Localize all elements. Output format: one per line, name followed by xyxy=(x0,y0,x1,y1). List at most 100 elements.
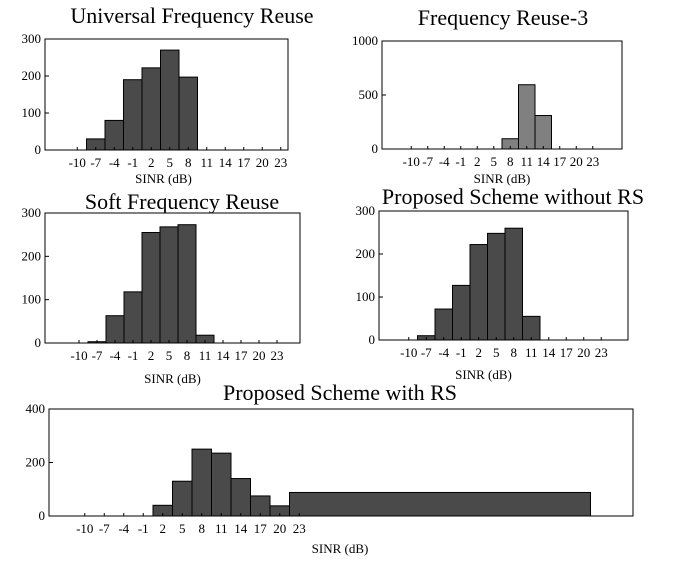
chart-3-bar--4 xyxy=(105,315,125,344)
chart-2-xtick-label: -1 xyxy=(455,154,466,169)
chart-4-bar-11 xyxy=(522,315,541,341)
chart-1-xtick-label: -7 xyxy=(90,155,101,170)
chart-4-ytick-label: 300 xyxy=(356,203,376,218)
chart-3-xtick-label: 20 xyxy=(253,348,266,363)
chart-3-xtick-label: 11 xyxy=(199,348,212,363)
chart-3-xtick-label: 17 xyxy=(235,348,249,363)
chart-1-xtick-label: 14 xyxy=(219,155,233,170)
chart-5-bar-14 xyxy=(230,478,251,517)
chart-2-ytick-label: 500 xyxy=(359,87,379,102)
chart-4-xlabel: SINR (dB) xyxy=(455,367,512,382)
chart-4-xtick-label: 23 xyxy=(595,345,608,360)
chart-3-xlabel: SINR (dB) xyxy=(144,371,201,386)
chart-2-xtick-label: 5 xyxy=(491,154,498,169)
chart-3-bar-8 xyxy=(177,224,197,344)
chart-4-xtick-label: 2 xyxy=(476,345,483,360)
chart-4-bar--4 xyxy=(434,308,453,341)
chart-4-xtick-label: 11 xyxy=(525,345,538,360)
chart-5-title: Proposed Scheme with RS xyxy=(223,380,457,405)
chart-4-bar-8 xyxy=(504,227,523,341)
chart-1-xtick-label: 11 xyxy=(200,155,213,170)
chart-2-title: Frequency Reuse-3 xyxy=(418,5,588,30)
chart-4-bar-5 xyxy=(487,232,506,341)
chart-3-xtick-label: -7 xyxy=(92,348,103,363)
chart-5-xtick-label: -7 xyxy=(99,521,110,536)
chart-4-xtick-label: 14 xyxy=(542,345,556,360)
chart-4-xtick-label: -7 xyxy=(421,345,432,360)
chart-5-bar-5 xyxy=(172,480,193,517)
chart-3-xtick-label: 8 xyxy=(184,348,191,363)
chart-3-ytick-label: 200 xyxy=(22,248,42,263)
chart-1-ytick-label: 300 xyxy=(22,31,42,46)
chart-1-ytick-label: 100 xyxy=(22,105,42,120)
chart-1-xtick-label: 17 xyxy=(237,155,251,170)
chart-5-ytick-label: 200 xyxy=(26,455,46,470)
chart-2-bar-11 xyxy=(518,84,536,150)
chart-5-bar-11 xyxy=(211,452,232,517)
chart-5-bar-8 xyxy=(191,448,212,517)
chart-5-xtick-label: 11 xyxy=(215,521,228,536)
chart-2-xtick-label: 17 xyxy=(553,154,567,169)
chart-3-ytick-label: 100 xyxy=(22,292,42,307)
chart-2-xtick-label: -4 xyxy=(439,154,450,169)
chart-1-xlabel: SINR (dB) xyxy=(135,171,192,186)
chart-5-bar-23 xyxy=(289,491,591,517)
chart-2-xlabel: SINR (dB) xyxy=(474,171,531,186)
chart-4-xtick-label: 17 xyxy=(560,345,574,360)
chart-2-xtick-label: 14 xyxy=(537,154,551,169)
chart-2-xtick-label: 11 xyxy=(520,154,533,169)
chart-5-xtick-label: 5 xyxy=(179,521,186,536)
chart-1-xtick-label: 20 xyxy=(256,155,269,170)
chart-4-xtick-label: -10 xyxy=(400,345,417,360)
chart-3-xtick-label: -4 xyxy=(110,348,121,363)
chart-1-frame xyxy=(44,38,289,151)
chart-3-bar--1 xyxy=(123,291,143,344)
chart-5-xtick-label: 20 xyxy=(273,521,286,536)
chart-5-xtick-label: -4 xyxy=(118,521,129,536)
chart-4-xtick-label: 20 xyxy=(577,345,590,360)
chart-5-xtick-label: 14 xyxy=(234,521,248,536)
chart-2-frame xyxy=(381,40,623,150)
chart-1-bar-5 xyxy=(160,49,180,151)
chart-2-xtick-label: 2 xyxy=(474,154,481,169)
chart-4-xtick-label: -4 xyxy=(438,345,449,360)
chart-4-xtick-label: -1 xyxy=(456,345,467,360)
chart-1-xtick-label: -4 xyxy=(109,155,120,170)
chart-4-ytick-label: 0 xyxy=(369,332,376,347)
chart-2-xtick-label: 8 xyxy=(507,154,514,169)
chart-1-xtick-label: 5 xyxy=(167,155,174,170)
chart-3-xtick-label: -10 xyxy=(70,348,87,363)
chart-2-xtick-label: -10 xyxy=(403,154,420,169)
chart-5-xtick-label: 17 xyxy=(254,521,268,536)
chart-4-frame xyxy=(378,210,629,341)
chart-2-bar-14 xyxy=(534,115,552,150)
chart-1-bar--1 xyxy=(123,79,143,151)
chart-3-xtick-label: 5 xyxy=(166,348,173,363)
chart-2-xtick-label: 23 xyxy=(586,154,599,169)
chart-3-title: Soft Frequency Reuse xyxy=(85,189,279,214)
chart-5-xlabel: SINR (dB) xyxy=(312,541,369,556)
chart-4-xtick-label: 8 xyxy=(511,345,518,360)
chart-3-xtick-label: -1 xyxy=(128,348,139,363)
chart-3-bar-2 xyxy=(141,232,161,344)
chart-1-xtick-label: 2 xyxy=(148,155,155,170)
chart-1-xtick-label: -1 xyxy=(127,155,138,170)
chart-5-xtick-label: -10 xyxy=(76,521,93,536)
chart-1-bar-8 xyxy=(178,76,198,151)
chart-5-bar-17 xyxy=(250,495,271,517)
chart-4-ytick-label: 100 xyxy=(356,289,376,304)
chart-1-bar-2 xyxy=(141,67,161,151)
chart-1-bar--4 xyxy=(104,119,124,151)
chart-3-frame xyxy=(44,212,301,344)
chart-4-title: Proposed Scheme without RS xyxy=(382,184,644,209)
chart-1-xtick-label: 23 xyxy=(274,155,287,170)
chart-5-xtick-label: 2 xyxy=(160,521,167,536)
chart-5-xtick-label: -1 xyxy=(138,521,149,536)
chart-1-ytick-label: 200 xyxy=(22,68,42,83)
chart-2-ytick-label: 0 xyxy=(372,141,379,156)
chart-3-bar-5 xyxy=(159,226,179,344)
chart-2-xtick-label: -7 xyxy=(422,154,433,169)
chart-3-ytick-label: 300 xyxy=(22,205,42,220)
chart-5-ytick-label: 0 xyxy=(39,508,46,523)
chart-2-ytick-label: 1000 xyxy=(352,33,378,48)
